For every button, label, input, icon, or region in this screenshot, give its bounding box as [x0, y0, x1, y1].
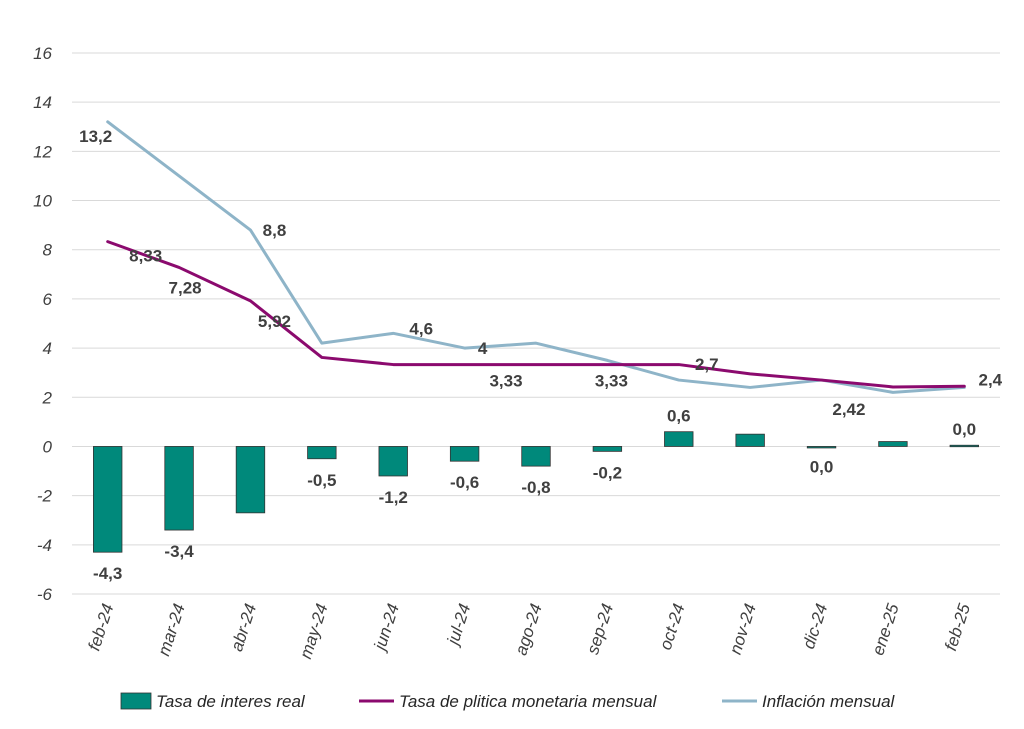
line-series: [106, 120, 966, 394]
y-axis-ticks: -6 -4 -2 0 2 4 6 8 10 12 14 16: [33, 44, 52, 604]
y-tick-label: 12: [33, 142, 52, 161]
data-labels: -4,3 -3,4 -0,5 -1,2 -0,6 -0,8 -0,2 0,6 0,0 0,0 8,3…: [79, 127, 1003, 583]
y-tick-label: 4: [43, 339, 52, 358]
data-label: -0,5: [307, 471, 336, 490]
x-tick-label: nov-24: [726, 601, 760, 656]
series-line-inflacion: [106, 120, 966, 394]
x-tick-label: feb-25: [941, 601, 974, 653]
legend-label: Tasa de plitica monetaria mensual: [399, 692, 658, 711]
bar: [235, 446, 266, 514]
bar: [449, 446, 480, 462]
gridlines: [72, 52, 1000, 595]
legend-label: Inflación mensual: [762, 692, 896, 711]
x-axis-ticks: feb-24 mar-24 abr-24 may-24 jun-24 jul-24 ago-…: [85, 601, 975, 661]
data-label: 3,33: [595, 372, 628, 391]
x-tick-label: ago-24: [511, 601, 545, 657]
data-label: 13,2: [79, 127, 112, 146]
y-tick-label: 16: [33, 44, 52, 63]
bar: [949, 444, 979, 448]
data-label: -1,2: [379, 488, 408, 507]
y-tick-label: 2: [42, 388, 53, 407]
x-tick-label: jun-24: [370, 601, 403, 654]
legend: Tasa de interes real Tasa de plitica mone…: [120, 692, 896, 711]
bar: [592, 446, 623, 452]
data-label: 2,7: [695, 355, 719, 374]
bar: [521, 446, 551, 467]
x-tick-label: mar-24: [154, 601, 189, 658]
data-label: 5,92: [258, 312, 291, 331]
data-label: 0,6: [667, 407, 691, 426]
data-label: 4: [478, 339, 488, 358]
bar: [878, 441, 908, 447]
data-label: 8,8: [263, 221, 287, 240]
data-label: 7,28: [169, 278, 202, 297]
data-label: -3,4: [164, 542, 194, 561]
data-label: 4,6: [409, 319, 433, 338]
data-label: 3,33: [489, 372, 522, 391]
y-tick-label: 0: [43, 437, 53, 456]
legend-label: Tasa de interes real: [156, 692, 306, 711]
x-tick-label: jul-24: [443, 601, 475, 648]
bar: [664, 431, 694, 447]
x-tick-label: may-24: [296, 601, 332, 661]
y-tick-label: -6: [37, 585, 53, 604]
data-label: -0,6: [450, 473, 479, 492]
y-tick-label: 10: [33, 192, 52, 211]
bar: [806, 446, 837, 449]
data-label: 8,33: [129, 247, 162, 266]
x-tick-label: sep-24: [583, 601, 617, 656]
bar: [164, 446, 194, 531]
bar: [378, 446, 408, 477]
legend-swatch-bar: [120, 692, 152, 710]
x-tick-label: feb-24: [85, 601, 118, 653]
y-tick-label: -4: [37, 536, 52, 555]
data-label: 0,0: [952, 420, 976, 439]
y-tick-label: 14: [33, 93, 52, 112]
y-tick-label: 8: [43, 241, 53, 260]
x-tick-label: oct-24: [656, 601, 689, 652]
bar-series: [93, 431, 979, 553]
data-label: -0,8: [521, 478, 550, 497]
data-label: 0,0: [810, 457, 834, 476]
bar: [93, 446, 123, 553]
x-tick-label: abr-24: [227, 601, 260, 653]
data-label: -0,2: [593, 463, 622, 482]
data-label: 2,42: [832, 400, 865, 419]
bar: [307, 446, 337, 460]
y-tick-label: -2: [37, 487, 53, 506]
data-label: 2,4: [978, 370, 1002, 389]
series-line-politica: [106, 240, 966, 389]
x-tick-label: ene-25: [868, 601, 903, 658]
x-tick-label: dic-24: [799, 601, 831, 651]
y-tick-label: 6: [43, 290, 53, 309]
bar: [735, 433, 765, 447]
data-label: -4,3: [93, 564, 122, 583]
